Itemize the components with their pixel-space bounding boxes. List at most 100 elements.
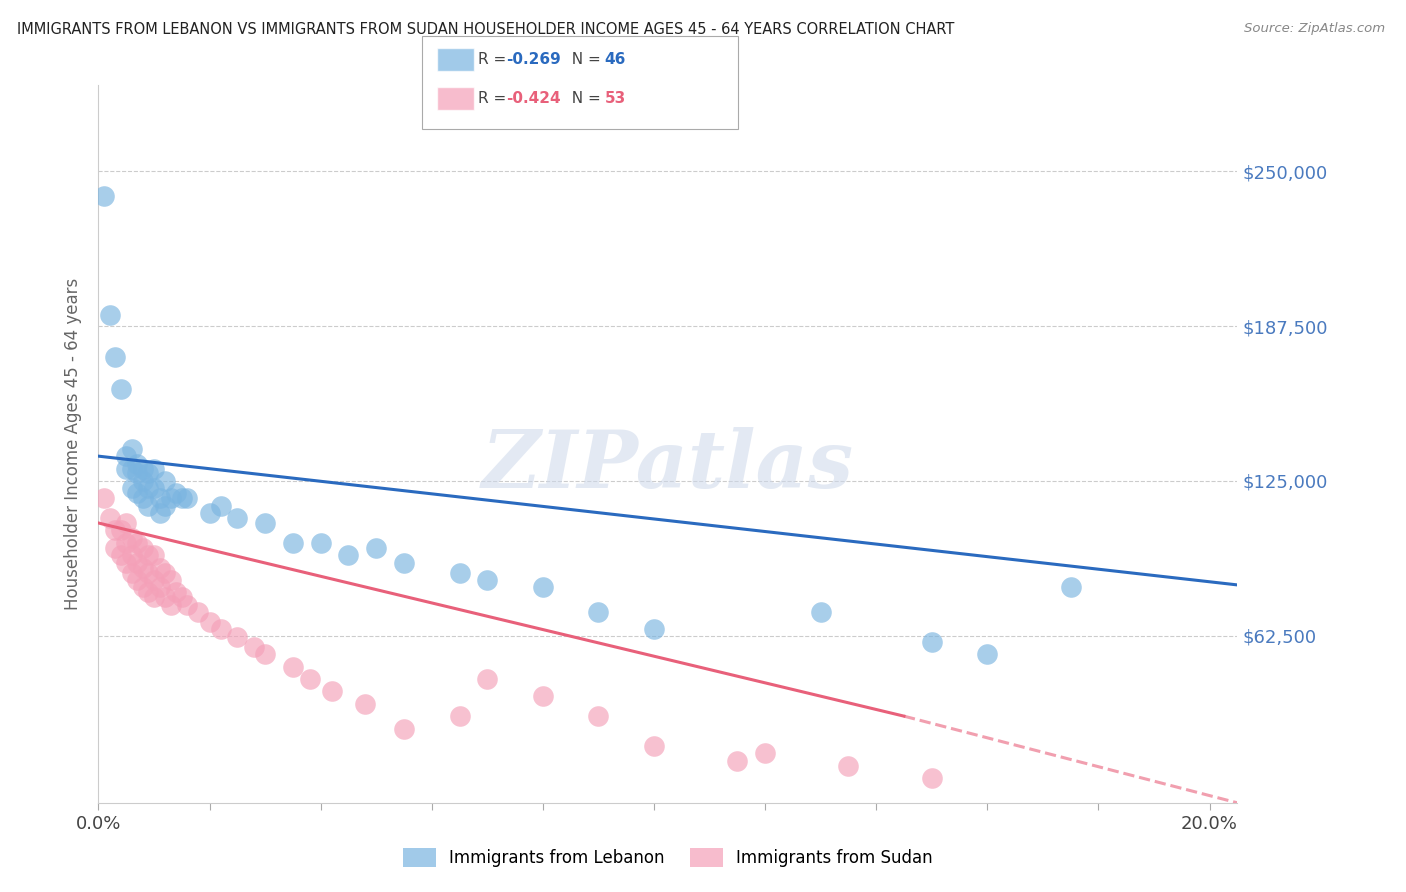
Point	[115, 461, 138, 475]
Y-axis label: Householder Income Ages 45 - 64 years: Householder Income Ages 45 - 64 years	[65, 277, 83, 610]
Point	[588, 605, 610, 619]
Point	[449, 566, 471, 580]
Point	[143, 481, 166, 495]
Point	[243, 640, 266, 654]
Point	[104, 541, 127, 555]
Point	[254, 647, 277, 661]
Point	[127, 486, 149, 500]
Point	[170, 491, 193, 506]
Point	[115, 449, 138, 463]
Point	[121, 442, 143, 456]
Point	[281, 536, 304, 550]
Text: Source: ZipAtlas.com: Source: ZipAtlas.com	[1244, 22, 1385, 36]
Point	[153, 566, 176, 580]
Point	[976, 647, 998, 661]
Point	[837, 758, 859, 772]
Point	[127, 457, 149, 471]
Point	[127, 536, 149, 550]
Point	[531, 581, 554, 595]
Point	[138, 467, 160, 481]
Point	[321, 684, 343, 698]
Point	[110, 382, 132, 396]
Point	[449, 709, 471, 723]
Point	[132, 560, 155, 574]
Text: IMMIGRANTS FROM LEBANON VS IMMIGRANTS FROM SUDAN HOUSEHOLDER INCOME AGES 45 - 64: IMMIGRANTS FROM LEBANON VS IMMIGRANTS FR…	[17, 22, 955, 37]
Point	[138, 566, 160, 580]
Point	[159, 598, 181, 612]
Point	[93, 491, 115, 506]
Point	[366, 541, 388, 555]
Point	[138, 548, 160, 562]
Point	[127, 467, 149, 481]
Point	[254, 516, 277, 530]
Point	[121, 548, 143, 562]
Point	[121, 461, 143, 475]
Point	[309, 536, 332, 550]
Point	[153, 474, 176, 488]
Text: -0.269: -0.269	[506, 53, 561, 67]
Text: 53: 53	[605, 91, 626, 105]
Point	[104, 350, 127, 364]
Point	[392, 722, 415, 736]
Point	[98, 308, 121, 322]
Point	[132, 581, 155, 595]
Point	[281, 659, 304, 673]
Point	[110, 548, 132, 562]
Point	[115, 536, 138, 550]
Point	[477, 573, 499, 587]
Text: -0.424: -0.424	[506, 91, 561, 105]
Point	[921, 771, 943, 785]
Legend: Immigrants from Lebanon, Immigrants from Sudan: Immigrants from Lebanon, Immigrants from…	[396, 841, 939, 873]
Point	[127, 556, 149, 570]
Point	[921, 635, 943, 649]
Point	[121, 481, 143, 495]
Point	[159, 573, 181, 587]
Point	[132, 491, 155, 506]
Point	[477, 672, 499, 686]
Point	[165, 486, 187, 500]
Point	[337, 548, 360, 562]
Point	[110, 524, 132, 538]
Point	[209, 499, 232, 513]
Text: R =: R =	[478, 91, 512, 105]
Point	[153, 591, 176, 605]
Point	[226, 630, 249, 644]
Point	[153, 499, 176, 513]
Point	[115, 516, 138, 530]
Point	[143, 461, 166, 475]
Text: N =: N =	[562, 53, 606, 67]
Point	[148, 491, 170, 506]
Text: ZIPatlas: ZIPatlas	[482, 426, 853, 504]
Point	[187, 605, 209, 619]
Point	[138, 481, 160, 495]
Point	[115, 556, 138, 570]
Point	[159, 491, 181, 506]
Point	[143, 591, 166, 605]
Point	[132, 541, 155, 555]
Point	[121, 531, 143, 545]
Point	[298, 672, 321, 686]
Text: 46: 46	[605, 53, 626, 67]
Point	[226, 511, 249, 525]
Point	[138, 585, 160, 599]
Point	[148, 581, 170, 595]
Point	[170, 591, 193, 605]
Point	[98, 511, 121, 525]
Point	[104, 524, 127, 538]
Point	[143, 573, 166, 587]
Point	[148, 560, 170, 574]
Point	[209, 623, 232, 637]
Point	[754, 746, 776, 760]
Point	[198, 615, 221, 629]
Point	[148, 506, 170, 520]
Point	[143, 548, 166, 562]
Point	[127, 573, 149, 587]
Point	[132, 474, 155, 488]
Point	[354, 697, 377, 711]
Point	[392, 556, 415, 570]
Point	[132, 461, 155, 475]
Point	[93, 189, 115, 203]
Point	[810, 605, 832, 619]
Point	[643, 623, 665, 637]
Point	[643, 739, 665, 753]
